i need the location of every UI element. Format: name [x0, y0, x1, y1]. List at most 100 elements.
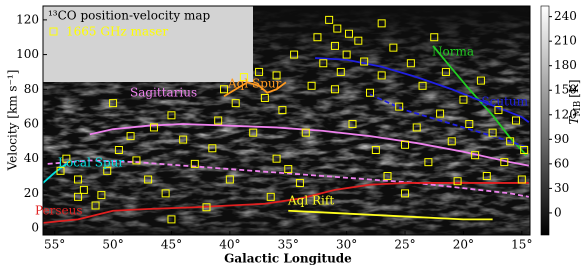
- maser-marker: [126, 132, 135, 141]
- maser-marker: [354, 36, 363, 45]
- arm-line: [43, 163, 67, 184]
- x-tick-label: 15°: [511, 238, 532, 252]
- maser-marker: [336, 67, 345, 76]
- maser-marker: [465, 119, 474, 128]
- arm-line: [432, 45, 528, 156]
- maser-marker: [441, 67, 450, 76]
- colorbar-tick-label: 0: [554, 205, 562, 219]
- maser-marker: [412, 123, 421, 132]
- x-axis-label: Galactic Longitude: [224, 252, 352, 266]
- plot-area: [43, 15, 530, 224]
- maser-marker: [395, 102, 404, 111]
- maser-marker: [344, 29, 353, 38]
- y-tick-label: 120: [16, 12, 39, 26]
- maser-marker: [290, 50, 299, 59]
- arm-label: Aql Rift: [287, 194, 334, 208]
- maser-marker: [459, 95, 468, 104]
- arm-label: Scutum: [481, 95, 528, 109]
- maser-marker: [144, 175, 153, 184]
- arm-line-far: [47, 159, 529, 198]
- x-tick-label: 45°: [161, 238, 182, 252]
- arm-label: Perseus: [35, 204, 83, 218]
- colorbar-tick-label: 210: [554, 34, 577, 48]
- maser-marker: [520, 145, 529, 154]
- maser-marker: [202, 203, 211, 212]
- maser-marker: [114, 145, 123, 154]
- arm-line: [315, 57, 530, 123]
- arm-label: Aql Spur: [227, 77, 282, 91]
- maser-marker: [506, 137, 515, 146]
- y-tick-label: 60: [24, 116, 39, 130]
- maser-marker: [231, 99, 240, 108]
- maser-marker: [500, 158, 509, 167]
- maser-marker: [313, 33, 322, 42]
- colorbar: [540, 5, 550, 236]
- maser-marker: [239, 73, 248, 82]
- maser-marker: [482, 172, 491, 181]
- maser-marker: [249, 128, 258, 137]
- maser-marker: [333, 24, 342, 33]
- maser-marker: [401, 189, 410, 198]
- maser-marker: [424, 158, 433, 167]
- x-tick-label: 30°: [336, 238, 357, 252]
- legend-box: [43, 6, 253, 82]
- plot-frame: [42, 5, 531, 236]
- colorbar-tick-label: 90: [554, 132, 569, 146]
- maser-marker: [360, 57, 369, 66]
- maser-marker: [266, 192, 275, 201]
- maser-marker: [401, 140, 410, 149]
- colorbar-tick-label: 30: [554, 181, 569, 195]
- x-tick-label: 55°: [44, 238, 65, 252]
- maser-marker: [377, 19, 386, 28]
- maser-marker: [348, 119, 357, 128]
- maser-marker: [132, 156, 141, 165]
- maser-marker: [494, 106, 503, 115]
- maser-marker: [91, 201, 100, 210]
- maser-marker: [325, 15, 334, 24]
- maser-marker: [319, 59, 328, 68]
- y-axis-label: Velocity [km s⁻¹]: [6, 70, 20, 172]
- y-tick-label: 80: [24, 82, 39, 96]
- maser-marker: [109, 99, 118, 108]
- arm-line: [223, 81, 287, 97]
- maser-marker: [406, 59, 415, 68]
- maser-marker: [167, 111, 176, 120]
- y-tick-label: 100: [16, 47, 39, 61]
- maser-marker: [62, 154, 71, 163]
- maser-marker: [103, 166, 112, 175]
- legend-map-label: ¹³CO position-velocity map: [48, 9, 210, 23]
- maser-marker: [97, 191, 106, 200]
- colorbar-tick-label: 180: [554, 58, 577, 72]
- maser-marker: [56, 166, 65, 175]
- maser-marker: [488, 128, 497, 137]
- maser-marker: [272, 71, 281, 80]
- y-tick-label: 40: [24, 151, 39, 165]
- x-tick-label: 20°: [453, 238, 474, 252]
- maser-marker: [208, 144, 217, 153]
- maser-marker: [161, 189, 170, 198]
- maser-marker: [220, 85, 229, 94]
- maser-marker: [430, 33, 439, 42]
- maser-marker: [190, 159, 199, 168]
- maser-marker: [179, 135, 188, 144]
- maser-marker: [471, 151, 480, 160]
- maser-marker: [418, 81, 427, 90]
- colorbar-label: TMB [K]: [567, 79, 582, 124]
- maser-marker: [295, 178, 304, 187]
- colorbar-subscript: MB: [573, 100, 582, 116]
- x-tick-label: 25°: [394, 238, 415, 252]
- maser-marker: [272, 154, 281, 163]
- colorbar-tick-label: 120: [554, 107, 577, 121]
- maser-marker: [377, 71, 386, 80]
- y-tick-label: 0: [31, 221, 39, 235]
- maser-marker: [371, 145, 380, 154]
- maser-marker: [167, 215, 176, 224]
- arm-line: [288, 209, 493, 221]
- colorbar-tick-label: 150: [554, 83, 577, 97]
- maser-marker: [225, 175, 234, 184]
- maser-marker: [79, 185, 88, 194]
- maser-marker: [149, 123, 158, 132]
- maser-marker: [447, 137, 456, 146]
- maser-marker: [436, 109, 445, 118]
